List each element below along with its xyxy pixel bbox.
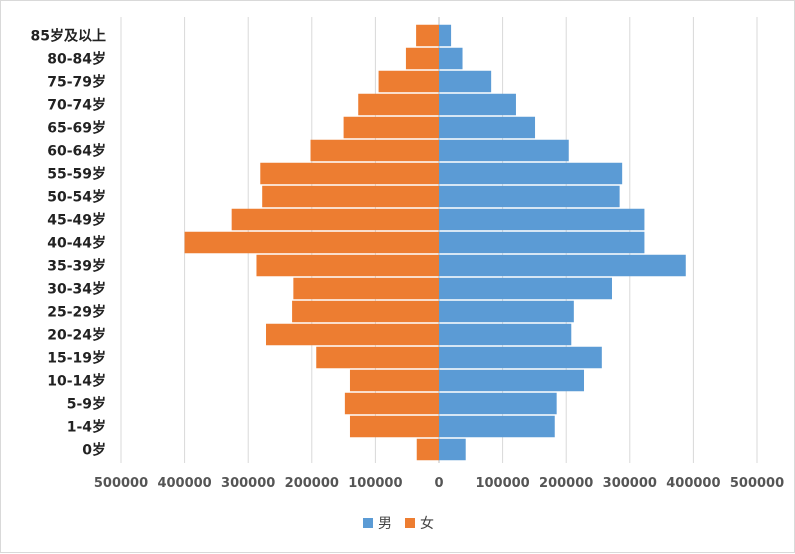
x-tick-label: 100000 xyxy=(475,476,529,491)
bar-female xyxy=(310,139,439,162)
category-label: 45-49岁 xyxy=(47,212,106,229)
x-tick-label: 100000 xyxy=(348,476,402,491)
x-tick-label: 400000 xyxy=(157,476,211,491)
x-axis-tick-labels: 500000 400000 300000 200000 100000 0 100000 200… xyxy=(94,476,784,491)
bar-female xyxy=(349,415,439,438)
x-tick-label: 500000 xyxy=(94,476,148,491)
bar-male xyxy=(439,93,516,116)
x-tick-label: 400000 xyxy=(666,476,720,491)
bar-female xyxy=(260,162,439,185)
category-label: 85岁及以上 xyxy=(31,28,106,45)
bar-male xyxy=(439,277,612,300)
bar-female xyxy=(343,116,439,139)
category-label: 65-69岁 xyxy=(47,120,106,137)
bar-male xyxy=(439,323,572,346)
bar-male xyxy=(439,346,602,369)
x-tick-label: 300000 xyxy=(221,476,275,491)
bar-male xyxy=(439,438,466,461)
bar-female xyxy=(316,346,439,369)
category-label: 30-34岁 xyxy=(47,281,106,298)
bar-female xyxy=(266,323,439,346)
category-labels: 0岁 1-4岁 5-9岁 10-14岁 15-19岁 20-24岁 25-29岁 30-34岁… xyxy=(31,28,106,459)
bar-male xyxy=(439,415,555,438)
bar-male xyxy=(439,208,645,231)
bar-female xyxy=(293,277,439,300)
bar-male xyxy=(439,70,492,93)
category-label: 5-9岁 xyxy=(67,396,106,413)
bar-male xyxy=(439,24,452,47)
category-label: 40-44岁 xyxy=(47,235,106,252)
x-tick-label: 0 xyxy=(434,476,443,491)
category-label: 25-29岁 xyxy=(47,304,106,321)
bar-male xyxy=(439,369,585,392)
bar-female xyxy=(416,438,439,461)
bars xyxy=(184,24,686,461)
category-label: 15-19岁 xyxy=(47,350,106,367)
category-label: 80-84岁 xyxy=(47,51,106,68)
bar-female xyxy=(231,208,439,231)
legend-swatch-male xyxy=(363,518,373,528)
category-label: 35-39岁 xyxy=(47,258,106,275)
category-label: 55-59岁 xyxy=(47,166,106,183)
category-label: 20-24岁 xyxy=(47,327,106,344)
bar-female xyxy=(378,70,439,93)
legend: 男 女 xyxy=(363,515,434,532)
x-tick-label: 500000 xyxy=(730,476,784,491)
bar-male xyxy=(439,254,686,277)
legend-label-female: 女 xyxy=(420,515,434,532)
bar-female xyxy=(256,254,439,277)
legend-label-male: 男 xyxy=(378,516,392,532)
legend-swatch-female xyxy=(405,518,415,528)
x-tick-label: 300000 xyxy=(603,476,657,491)
category-label: 60-64岁 xyxy=(47,143,106,160)
x-tick-label: 200000 xyxy=(539,476,593,491)
category-label: 50-54岁 xyxy=(47,189,106,206)
category-label: 75-79岁 xyxy=(47,74,106,91)
x-tick-label: 200000 xyxy=(285,476,339,491)
bar-male xyxy=(439,162,623,185)
bar-male xyxy=(439,116,536,139)
bar-female xyxy=(184,231,439,254)
bar-male xyxy=(439,300,574,323)
category-label: 10-14岁 xyxy=(47,373,106,390)
bar-male xyxy=(439,139,569,162)
bar-female xyxy=(344,392,439,415)
bar-female xyxy=(416,24,439,47)
category-label: 70-74岁 xyxy=(47,97,106,114)
bar-female xyxy=(349,369,439,392)
category-label: 0岁 xyxy=(82,442,106,459)
bar-male xyxy=(439,185,620,208)
bar-male xyxy=(439,392,557,415)
bar-female xyxy=(358,93,439,116)
category-label: 1-4岁 xyxy=(67,419,106,436)
bar-female xyxy=(405,47,439,70)
bar-male xyxy=(439,231,645,254)
bar-male xyxy=(439,47,463,70)
bar-female xyxy=(262,185,439,208)
bar-female xyxy=(292,300,439,323)
